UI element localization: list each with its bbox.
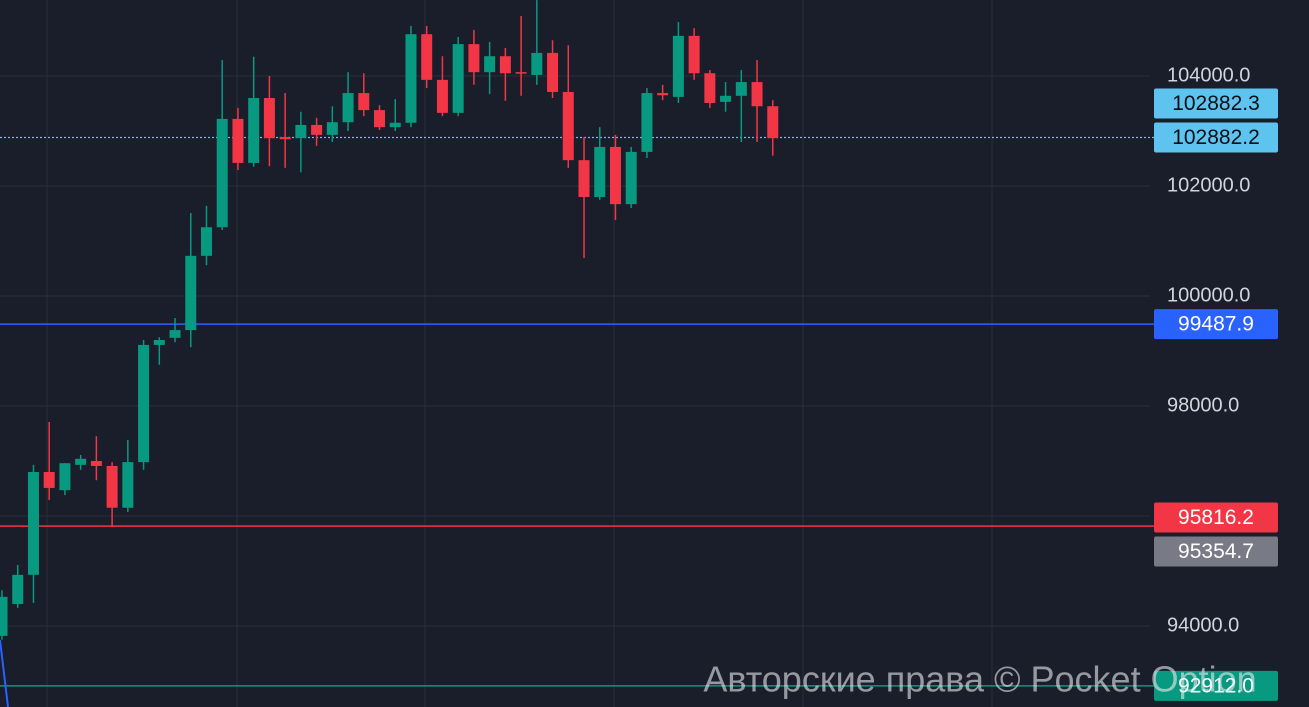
candle-body bbox=[720, 95, 732, 102]
candle-body bbox=[405, 34, 417, 123]
candle-body bbox=[358, 93, 370, 111]
candle-body bbox=[295, 124, 307, 139]
candle-body bbox=[578, 160, 590, 198]
candle-body bbox=[106, 465, 118, 508]
y-tick-label: 104000.0 bbox=[1167, 64, 1250, 86]
price-label: 99487.9 bbox=[1178, 313, 1254, 336]
candle-body bbox=[374, 110, 386, 128]
price-label: 95816.2 bbox=[1178, 506, 1254, 529]
candle-body bbox=[468, 44, 480, 73]
candle-body bbox=[200, 227, 212, 256]
watermark: Авторские права © Pocket Option bbox=[703, 659, 1256, 700]
price-label-box bbox=[1154, 670, 1278, 701]
candle-body bbox=[0, 596, 8, 636]
candle-body bbox=[43, 471, 55, 488]
candle-body bbox=[767, 106, 779, 139]
candle-body bbox=[122, 462, 134, 508]
price-label-box bbox=[1154, 88, 1278, 119]
candle-body bbox=[59, 463, 71, 491]
candle-body bbox=[594, 146, 606, 198]
candle-body bbox=[279, 137, 291, 140]
candle-body bbox=[751, 82, 763, 107]
candle-body bbox=[704, 73, 716, 103]
candle-body bbox=[672, 35, 684, 97]
candle-body bbox=[484, 56, 496, 73]
candle-body bbox=[421, 34, 433, 80]
price-label: 92912.0 bbox=[1178, 674, 1254, 697]
candle-body bbox=[657, 93, 669, 96]
candle-body bbox=[515, 72, 527, 74]
candle-body bbox=[169, 330, 181, 338]
candle-body bbox=[436, 79, 448, 113]
price-label: 102882.2 bbox=[1172, 126, 1260, 149]
candle-body bbox=[185, 255, 197, 331]
candle-body bbox=[499, 56, 511, 74]
trend-line bbox=[0, 639, 9, 707]
candle-body bbox=[735, 82, 747, 96]
candle-body bbox=[562, 91, 574, 161]
price-label-box bbox=[1154, 502, 1278, 533]
y-tick-label: 102000.0 bbox=[1167, 174, 1250, 196]
candle-body bbox=[153, 339, 165, 345]
y-tick-label: 100000.0 bbox=[1167, 284, 1250, 306]
y-tick-label: 94000.0 bbox=[1167, 614, 1239, 636]
price-label-box bbox=[1154, 309, 1278, 340]
candle-body bbox=[625, 151, 637, 205]
candle-body bbox=[311, 124, 323, 135]
candle-body bbox=[531, 52, 543, 75]
candle-body bbox=[75, 458, 87, 465]
candle-body bbox=[389, 122, 401, 128]
candle-body bbox=[263, 98, 275, 139]
candle-body bbox=[547, 52, 559, 92]
vertical-grid bbox=[46, 0, 993, 707]
candle-body bbox=[342, 93, 354, 123]
candle-body bbox=[232, 118, 244, 163]
candle-body bbox=[27, 471, 39, 575]
candle-body bbox=[688, 35, 700, 74]
price-label-box bbox=[1154, 122, 1278, 153]
candle-body bbox=[452, 44, 464, 113]
candle-body bbox=[326, 122, 338, 135]
price-label-box bbox=[1154, 536, 1278, 567]
price-label: 95354.7 bbox=[1178, 540, 1254, 563]
candle-body bbox=[12, 574, 24, 604]
candle-body bbox=[90, 460, 102, 466]
candle-body bbox=[641, 93, 653, 152]
y-tick-label: 98000.0 bbox=[1167, 394, 1239, 416]
candle-body bbox=[609, 146, 621, 205]
candle-body bbox=[138, 344, 150, 463]
price-label: 102882.3 bbox=[1172, 92, 1260, 115]
candle-body bbox=[216, 118, 228, 228]
candle-body bbox=[248, 98, 260, 163]
